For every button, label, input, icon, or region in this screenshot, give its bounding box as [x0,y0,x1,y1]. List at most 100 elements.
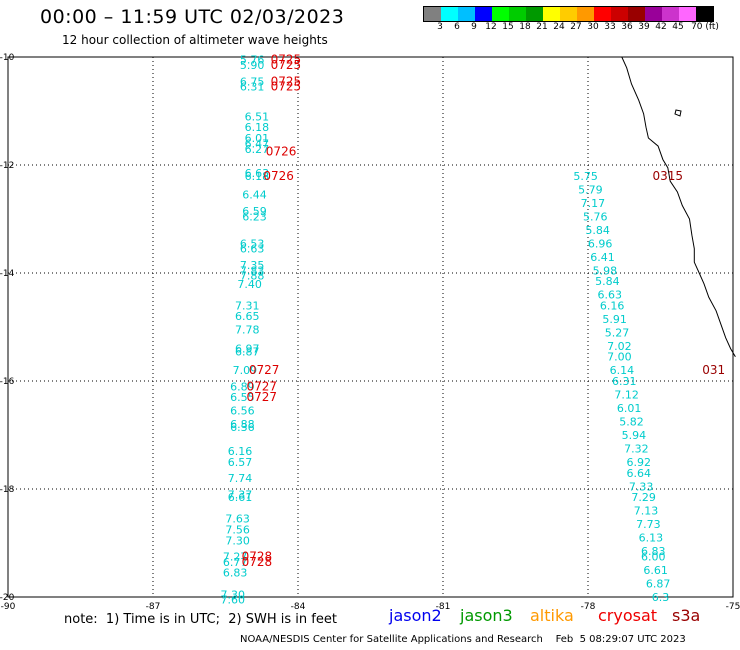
time-label: 0725 [271,80,302,94]
legend-entry-jason2: jason2 [389,606,442,625]
legend-entry-s3a: s3a [672,606,701,625]
color-scale-label: 9 [471,22,477,32]
swh-label: 7.35 [240,259,265,272]
swh-label: 7.88 [240,270,265,283]
swh-label: 6.01 [617,402,642,415]
swh-label: 6.89 [230,380,255,393]
swh-label: 7.29 [631,491,656,504]
swh-label: 6.27 [245,143,270,156]
swh-label: 6.3 [652,591,670,604]
time-label: 0728 [242,550,273,564]
color-scale-label: 36 [621,22,633,32]
swh-label: 5.94 [622,429,647,442]
swh-label: 6.14 [610,364,635,377]
time-label: 0726 [263,169,294,183]
swh-label: 6.31 [612,375,637,388]
swh-label: 6.16 [600,299,625,312]
swh-label: 7.09 [233,364,258,377]
swh-label: 5.90 [240,59,265,72]
time-label: 0315 [652,169,683,183]
swh-label: 5.27 [605,326,630,339]
time-label: 0728 [242,555,273,569]
swh-label: 7.37 [228,488,253,501]
swh-label: 6.63 [245,167,270,180]
swh-label: 5.98 [593,264,618,277]
swh-label: 6.23 [242,210,267,223]
y-tick-label: -20 [0,593,15,603]
color-scale-bar [423,6,714,22]
swh-label: 7.30 [221,588,246,601]
swh-label: 6.64 [627,467,652,480]
swh-label: 7.60 [221,594,246,607]
color-swatch [543,7,560,21]
color-scale-label: 3 [437,22,443,32]
swh-label: 6.56 [230,405,255,418]
color-scale-label: 27 [570,22,582,32]
color-swatch [696,7,713,21]
footer-credit: NOAA/NESDIS Center for Satellite Applica… [240,634,686,645]
map-frame [7,56,734,598]
color-scale-label: 45 [672,22,684,32]
swh-label: 6.44 [242,189,267,202]
color-scale-label: 42 [655,22,667,32]
color-scale-label: 30 [587,22,599,32]
time-label: 0727 [246,379,277,393]
color-scale-label: 39 [638,22,650,32]
color-scale-label: 12 [485,22,497,32]
legend-entry-altika: altika [530,606,574,625]
swh-label: 6.41 [590,251,615,264]
color-scale-label: 15 [502,22,514,32]
swh-label: 6.75 [240,75,265,88]
swh-label: 6.65 [235,310,260,323]
color-scale-label: 70 (ft) [691,22,719,32]
swh-label: 7.83 [240,264,265,277]
swh-label: 5.76 [240,54,265,67]
swh-label: 6.16 [228,445,253,458]
swh-label: 7.31 [235,299,260,312]
color-swatch [611,7,628,21]
swh-label: 6.92 [627,456,652,469]
color-swatch [662,7,679,21]
time-label: 0726 [266,145,297,159]
swh-label: 6.97 [235,343,260,356]
color-swatch [679,7,696,21]
time-label: 0727 [246,390,277,404]
swh-label: 6.18 [245,121,270,134]
x-tick-label: -87 [146,602,161,612]
swh-label: 5.79 [578,183,603,196]
swh-label: 7.33 [629,480,654,493]
color-swatch [560,7,577,21]
island-outline [674,109,682,117]
swh-label: 6.61 [228,491,253,504]
swh-label: 7.32 [624,443,649,456]
color-swatch [424,7,441,21]
color-scale-label: 18 [519,22,531,32]
time-label: 0727 [249,363,280,377]
swh-label: 7.12 [614,389,639,402]
swh-label: 7.13 [634,505,659,518]
swh-label: 6.47 [245,137,270,150]
color-swatch [458,7,475,21]
time-label: 031 [702,363,725,377]
swh-label: 7.00 [607,351,632,364]
color-swatch [475,7,492,21]
color-scale-label: 6 [454,22,460,32]
color-swatch [509,7,526,21]
swh-label: 6.57 [228,456,253,469]
map-subtitle: 12 hour collection of altimeter wave hei… [62,33,328,47]
swh-label: 6.83 [223,567,248,580]
swh-label: 6.63 [598,289,623,302]
color-swatch [526,7,543,21]
swh-label: 6.61 [643,564,668,577]
y-tick-label: -14 [0,269,15,279]
y-tick-label: -16 [0,377,15,387]
swh-label: 6.18 [245,170,270,183]
x-tick-label: -90 [1,602,16,612]
color-scale-labels: 3 6 9 12 15 18 21 24 27 30 33 36 39 42 45 70 (ft) [423,22,740,34]
x-tick-label: -84 [291,602,306,612]
swh-label: 6.77 [223,556,248,569]
color-swatch [577,7,594,21]
legend-entry-jason3: jason3 [460,606,513,625]
swh-label: 6.83 [641,545,666,558]
swh-label: 6.13 [639,532,664,545]
